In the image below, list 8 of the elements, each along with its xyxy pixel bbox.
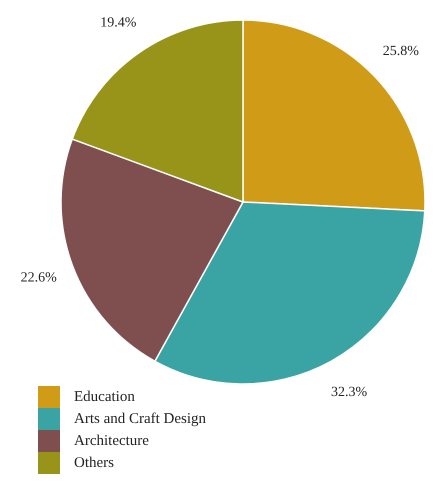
legend-label: Arts and Craft Design [74,410,206,428]
data-label: 22.6% [20,270,58,286]
data-label: 19.4% [100,16,137,31]
data-label: 32.3% [331,384,368,400]
legend-label: Others [74,454,114,472]
legend-label: Architecture [74,432,149,450]
legend-label: Education [74,388,135,406]
data-label: 25.8% [382,44,420,60]
